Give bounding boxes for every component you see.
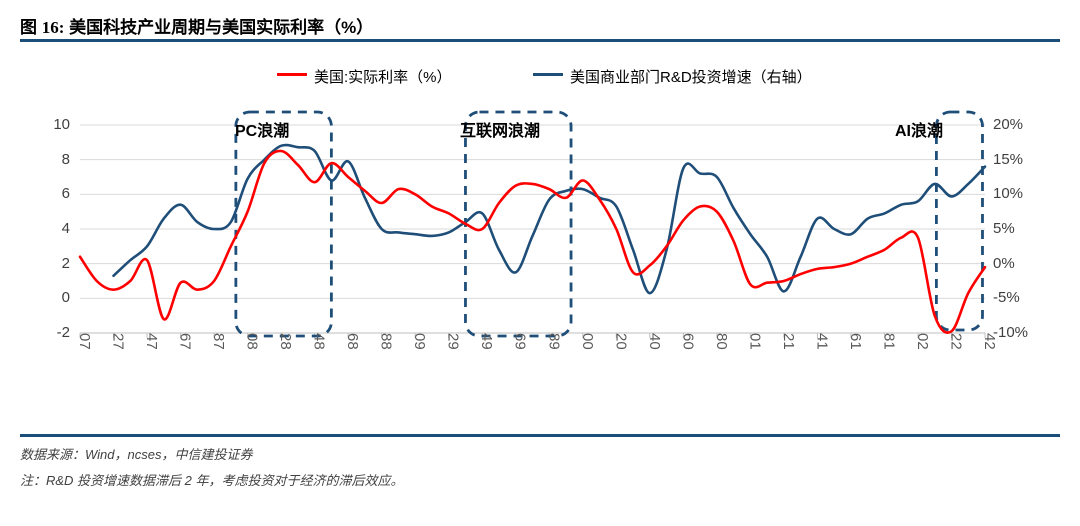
svg-text:01: 01 bbox=[746, 333, 763, 350]
svg-text:21: 21 bbox=[780, 333, 797, 350]
svg-text:28: 28 bbox=[277, 333, 294, 350]
svg-text:61: 61 bbox=[847, 333, 864, 350]
svg-text:09: 09 bbox=[411, 333, 428, 350]
svg-text:00: 00 bbox=[579, 333, 596, 350]
svg-text:02: 02 bbox=[914, 333, 931, 350]
svg-text:29: 29 bbox=[445, 333, 462, 350]
svg-text:07: 07 bbox=[76, 333, 93, 350]
svg-text:81: 81 bbox=[880, 333, 897, 350]
svg-text:47: 47 bbox=[143, 333, 160, 350]
svg-text:80: 80 bbox=[713, 333, 730, 350]
svg-text:67: 67 bbox=[177, 333, 194, 350]
svg-text:88: 88 bbox=[378, 333, 395, 350]
svg-text:22: 22 bbox=[947, 333, 964, 350]
svg-text:41: 41 bbox=[813, 333, 830, 350]
svg-text:27: 27 bbox=[110, 333, 127, 350]
svg-text:89: 89 bbox=[545, 333, 562, 350]
svg-text:69: 69 bbox=[512, 333, 529, 350]
svg-text:87: 87 bbox=[210, 333, 227, 350]
svg-text:20: 20 bbox=[612, 333, 629, 350]
svg-text:49: 49 bbox=[478, 333, 495, 350]
svg-text:68: 68 bbox=[344, 333, 361, 350]
svg-text:48: 48 bbox=[311, 333, 328, 350]
svg-text:40: 40 bbox=[646, 333, 663, 350]
svg-text:08: 08 bbox=[244, 333, 261, 350]
svg-text:60: 60 bbox=[679, 333, 696, 350]
